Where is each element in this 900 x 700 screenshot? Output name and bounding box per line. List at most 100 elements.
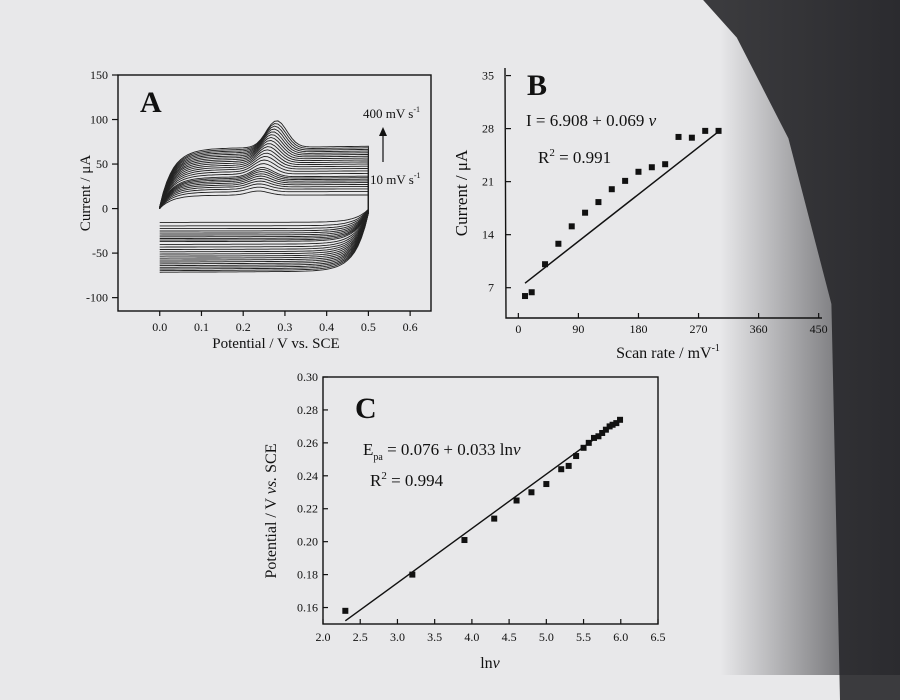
data-point-b	[568, 223, 575, 230]
cv-curve	[159, 140, 369, 261]
x-tick-label-b: 360	[750, 322, 768, 336]
x-tick-label-c: 5.0	[539, 630, 554, 644]
panel-label-b: B	[527, 69, 547, 102]
data-point-b	[622, 177, 629, 184]
x-tick-label-c: 5.5	[576, 630, 591, 644]
x-tick-label-c: 3.5	[427, 630, 442, 644]
x-tick-label-b: 0	[515, 322, 521, 336]
data-point-b	[555, 240, 562, 247]
y-tick-label-a: 0	[102, 202, 108, 216]
data-point-c	[585, 439, 592, 446]
panel-label-c: C	[355, 392, 377, 425]
x-ticks-b: 0 90 180 270 360 450	[515, 313, 828, 336]
paper-sheet	[0, 0, 840, 700]
data-point-c	[590, 434, 597, 441]
plot-frame-c	[322, 376, 659, 625]
data-point-b	[648, 164, 655, 171]
cv-curve	[159, 186, 369, 227]
y-tick-label-c: 0.18	[297, 568, 318, 582]
y-tick-label-a: 100	[90, 113, 108, 127]
cv-curve	[159, 190, 369, 223]
data-point-b	[608, 186, 615, 193]
cv-curves	[159, 120, 369, 273]
r-squared-b: R2 = 0.991	[538, 147, 611, 167]
data-points-b	[522, 127, 722, 300]
data-point-c	[409, 571, 416, 578]
y-tick-label-c: 0.22	[297, 502, 318, 516]
data-point-b	[715, 127, 722, 134]
y-tick-label-b: 35	[482, 69, 494, 83]
data-point-c	[613, 420, 620, 427]
cv-curve	[159, 169, 369, 241]
y-tick-label-b: 28	[482, 122, 494, 136]
y-tick-label-a: -100	[86, 291, 108, 305]
annotation-bottom: 10 mV s-1	[370, 171, 421, 187]
x-tick-label-b: 180	[629, 322, 647, 336]
data-point-b	[582, 209, 589, 216]
y-ticks-c: 0.16 0.18 0.20 0.22 0.24 0.26 0.28 0.30	[297, 370, 328, 615]
data-point-c	[543, 481, 550, 488]
y-tick-label-b: 14	[482, 228, 494, 242]
panel-a: 0.0 0.1 0.2 0.3 0.4 0.5 0.6 -100 -50 0 50 100 150 A…	[78, 68, 432, 352]
y-ticks-b: 7 14 21 28 35	[482, 69, 511, 295]
x-tick-label-c: 6.5	[651, 630, 666, 644]
x-axis-label-b: Scan rate / mV-1	[616, 343, 720, 362]
equation-b: I = 6.908 + 0.069 v	[526, 111, 657, 130]
x-tick-label-a: 0.2	[236, 320, 251, 334]
x-tick-label-a: 0.4	[319, 320, 334, 334]
data-point-b	[662, 161, 669, 168]
x-tick-label-b: 90	[572, 322, 584, 336]
data-point-c	[528, 489, 535, 496]
x-axis-label-c: lnv	[480, 655, 500, 672]
equation-c: Epa = 0.076 + 0.033 lnv	[363, 440, 521, 463]
plot-frame-a	[117, 74, 432, 312]
data-point-b	[528, 289, 535, 296]
data-point-c	[602, 426, 609, 433]
x-tick-label-c: 3.0	[390, 630, 405, 644]
r-squared-c: R2 = 0.994	[370, 470, 444, 490]
x-tick-label-c: 2.5	[353, 630, 368, 644]
data-point-c	[599, 429, 606, 436]
data-point-b	[595, 199, 602, 206]
data-point-c	[558, 466, 565, 473]
y-axis-label-b: Current / μA	[452, 149, 471, 236]
x-tick-label-a: 0.3	[277, 320, 292, 334]
y-tick-label-a: 150	[90, 68, 108, 82]
page-shadow	[720, 0, 900, 675]
y-tick-label-c: 0.30	[297, 370, 318, 384]
panel-c: 2.0 2.5 3.0 3.5 4.0 4.5 5.0 5.5 6.0 6.5 0.160.180…	[263, 370, 666, 672]
y-axis-label-c: Potential / V vs. SCE	[263, 444, 280, 579]
x-tick-label-a: 0.5	[361, 320, 376, 334]
y-tick-label-a: -50	[92, 246, 108, 260]
data-points-c	[342, 416, 624, 614]
data-point-b	[542, 261, 549, 268]
x-tick-label-c: 6.0	[613, 630, 628, 644]
x-axis-label-a: Potential / V vs. SCE	[212, 336, 339, 352]
x-tick-label-b: 450	[810, 322, 828, 336]
annotation-top: 400 mV s-1	[363, 105, 420, 121]
x-ticks-c: 2.0 2.5 3.0 3.5 4.0 4.5 5.0 5.5 6.0 6.5	[316, 619, 666, 644]
data-point-c	[513, 497, 520, 504]
data-point-b	[522, 293, 529, 300]
data-point-c	[580, 444, 587, 451]
y-ticks-a: -100 -50 0 50 100 150	[86, 68, 118, 305]
data-point-b	[702, 127, 709, 134]
data-point-b	[675, 133, 682, 140]
panel-label-a: A	[140, 86, 162, 119]
y-tick-label-c: 0.24	[297, 469, 318, 483]
data-point-c	[565, 462, 572, 469]
y-tick-label-b: 21	[482, 175, 494, 189]
data-point-c	[342, 607, 349, 614]
data-point-c	[573, 453, 580, 460]
y-tick-label-c: 0.16	[297, 601, 318, 615]
data-point-c	[595, 433, 602, 440]
scan-rate-arrowhead	[379, 127, 387, 136]
data-point-c	[609, 421, 616, 428]
x-tick-label-a: 0.6	[403, 320, 418, 334]
data-point-b	[688, 134, 695, 141]
data-point-c	[461, 537, 468, 544]
y-tick-label-b: 7	[488, 281, 494, 295]
x-tick-label-a: 0.0	[152, 320, 167, 334]
y-tick-label-c: 0.26	[297, 436, 318, 450]
